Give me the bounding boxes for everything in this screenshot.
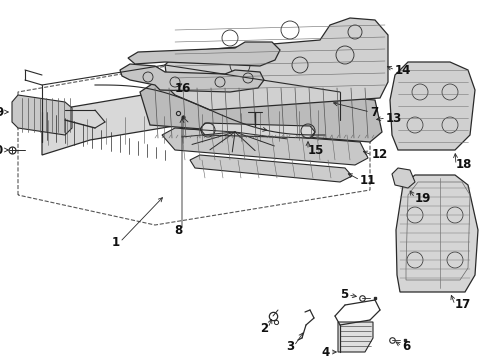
- Polygon shape: [165, 18, 388, 110]
- Text: 10: 10: [0, 144, 4, 157]
- Text: 6: 6: [402, 339, 410, 352]
- Polygon shape: [162, 128, 368, 165]
- Polygon shape: [12, 95, 72, 135]
- Polygon shape: [128, 42, 280, 66]
- Polygon shape: [392, 168, 415, 188]
- Text: 5: 5: [340, 288, 348, 302]
- Polygon shape: [200, 123, 315, 138]
- Text: 17: 17: [455, 298, 471, 311]
- Polygon shape: [338, 322, 373, 352]
- Text: 16: 16: [175, 81, 192, 94]
- Text: 11: 11: [360, 174, 376, 186]
- Text: 13: 13: [386, 112, 402, 125]
- Polygon shape: [190, 155, 352, 182]
- Polygon shape: [100, 100, 355, 160]
- Text: 15: 15: [308, 144, 324, 157]
- Text: 1: 1: [112, 235, 120, 248]
- Polygon shape: [140, 82, 382, 142]
- Polygon shape: [42, 92, 330, 155]
- Polygon shape: [120, 64, 264, 92]
- Polygon shape: [390, 62, 475, 150]
- Text: 8: 8: [174, 224, 182, 237]
- Text: 4: 4: [322, 346, 330, 359]
- Polygon shape: [396, 175, 478, 292]
- Text: 3: 3: [286, 339, 294, 352]
- Text: 2: 2: [260, 321, 268, 334]
- Text: 7: 7: [370, 105, 378, 118]
- Text: 19: 19: [415, 192, 431, 204]
- Text: 14: 14: [395, 63, 412, 77]
- Text: 9: 9: [0, 105, 4, 118]
- Text: 18: 18: [456, 158, 472, 171]
- Text: 12: 12: [372, 148, 388, 162]
